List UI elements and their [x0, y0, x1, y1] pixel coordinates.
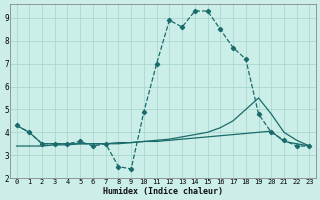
X-axis label: Humidex (Indice chaleur): Humidex (Indice chaleur) — [103, 187, 223, 196]
